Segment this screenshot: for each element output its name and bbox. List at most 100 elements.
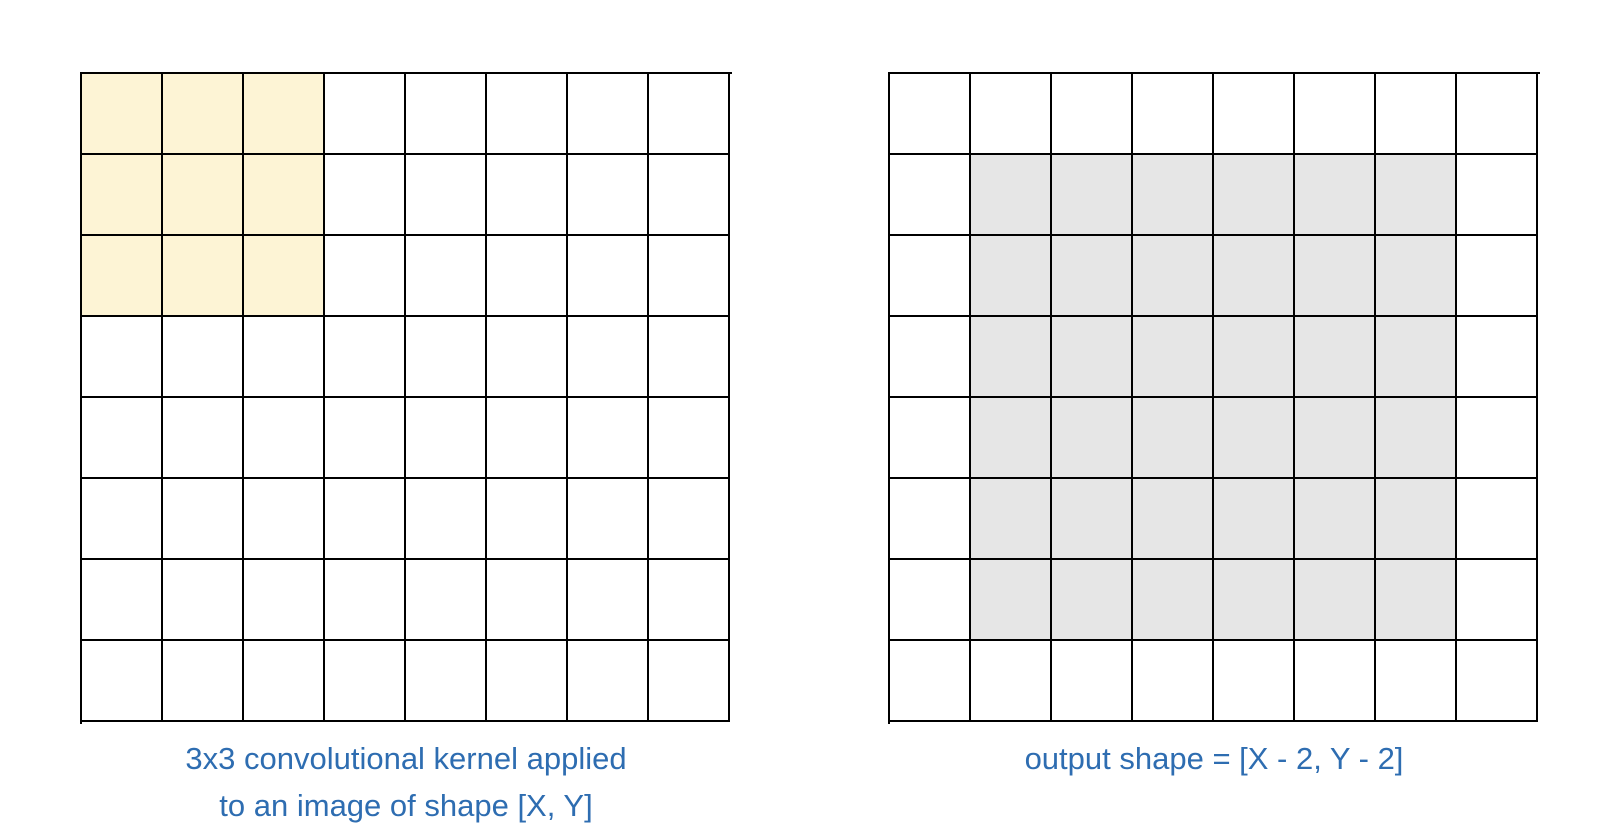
border-cell	[971, 74, 1052, 155]
border-cell	[1376, 641, 1457, 722]
image-cell	[163, 398, 244, 479]
input-caption-line-2: to an image of shape [X, Y]	[80, 783, 732, 829]
border-cell	[1052, 641, 1133, 722]
output-cell	[1295, 317, 1376, 398]
output-cell	[1295, 155, 1376, 236]
kernel-cell	[163, 236, 244, 317]
border-cell	[890, 74, 971, 155]
border-cell	[1457, 74, 1538, 155]
image-cell	[82, 398, 163, 479]
image-cell	[406, 398, 487, 479]
border-cell	[1457, 317, 1538, 398]
output-cell	[1295, 236, 1376, 317]
image-cell	[244, 479, 325, 560]
output-cell	[1052, 398, 1133, 479]
output-cell	[1052, 560, 1133, 641]
output-cell	[1376, 398, 1457, 479]
border-cell	[1052, 74, 1133, 155]
border-cell	[1214, 74, 1295, 155]
border-cell	[890, 398, 971, 479]
image-cell	[487, 155, 568, 236]
image-cell	[163, 641, 244, 722]
border-cell	[1457, 560, 1538, 641]
image-cell	[649, 317, 730, 398]
output-cell	[1295, 560, 1376, 641]
image-cell	[649, 155, 730, 236]
border-cell	[890, 236, 971, 317]
image-cell	[325, 479, 406, 560]
kernel-cell	[244, 74, 325, 155]
output-cell	[1214, 560, 1295, 641]
output-cell	[1295, 479, 1376, 560]
output-cell	[1133, 479, 1214, 560]
kernel-cell	[82, 236, 163, 317]
image-cell	[487, 317, 568, 398]
image-cell	[163, 479, 244, 560]
border-cell	[1214, 641, 1295, 722]
image-cell	[649, 74, 730, 155]
output-cell	[971, 560, 1052, 641]
output-cell	[1376, 236, 1457, 317]
image-cell	[325, 560, 406, 641]
image-cell	[406, 317, 487, 398]
border-cell	[1457, 398, 1538, 479]
output-panel: output shape = [X - 2, Y - 2]	[888, 72, 1540, 783]
image-cell	[82, 317, 163, 398]
image-cell	[568, 236, 649, 317]
input-caption: 3x3 convolutional kernel applied to an i…	[80, 736, 732, 829]
image-cell	[406, 641, 487, 722]
border-cell	[1133, 641, 1214, 722]
border-cell	[890, 641, 971, 722]
image-cell	[406, 155, 487, 236]
border-cell	[1295, 74, 1376, 155]
image-cell	[649, 479, 730, 560]
input-image-grid	[80, 72, 732, 724]
output-cell	[1052, 317, 1133, 398]
image-cell	[406, 479, 487, 560]
output-cell	[1295, 398, 1376, 479]
kernel-cell	[244, 155, 325, 236]
border-cell	[971, 641, 1052, 722]
image-cell	[325, 155, 406, 236]
image-cell	[325, 641, 406, 722]
image-cell	[244, 317, 325, 398]
output-caption-line: output shape = [X - 2, Y - 2]	[888, 736, 1540, 783]
image-cell	[568, 479, 649, 560]
image-cell	[244, 560, 325, 641]
image-cell	[487, 74, 568, 155]
border-cell	[1457, 236, 1538, 317]
input-image-panel: 3x3 convolutional kernel applied to an i…	[80, 72, 732, 829]
output-cell	[1133, 317, 1214, 398]
output-cell	[1133, 236, 1214, 317]
image-cell	[406, 236, 487, 317]
image-cell	[325, 398, 406, 479]
image-cell	[244, 398, 325, 479]
image-cell	[568, 317, 649, 398]
output-cell	[971, 155, 1052, 236]
image-cell	[406, 560, 487, 641]
output-grid	[888, 72, 1540, 724]
output-cell	[1133, 560, 1214, 641]
kernel-cell	[163, 74, 244, 155]
image-cell	[487, 641, 568, 722]
image-cell	[649, 641, 730, 722]
image-cell	[163, 317, 244, 398]
image-cell	[325, 317, 406, 398]
border-cell	[890, 317, 971, 398]
output-caption: output shape = [X - 2, Y - 2]	[888, 736, 1540, 783]
image-cell	[568, 560, 649, 641]
output-cell	[1214, 317, 1295, 398]
border-cell	[890, 560, 971, 641]
border-cell	[890, 155, 971, 236]
input-caption-line-1: 3x3 convolutional kernel applied	[80, 736, 732, 783]
output-cell	[1052, 236, 1133, 317]
output-cell	[1376, 479, 1457, 560]
border-cell	[1133, 74, 1214, 155]
image-cell	[163, 560, 244, 641]
output-cell	[1214, 155, 1295, 236]
output-cell	[971, 479, 1052, 560]
image-cell	[487, 236, 568, 317]
output-cell	[1214, 479, 1295, 560]
image-cell	[82, 560, 163, 641]
image-cell	[82, 641, 163, 722]
